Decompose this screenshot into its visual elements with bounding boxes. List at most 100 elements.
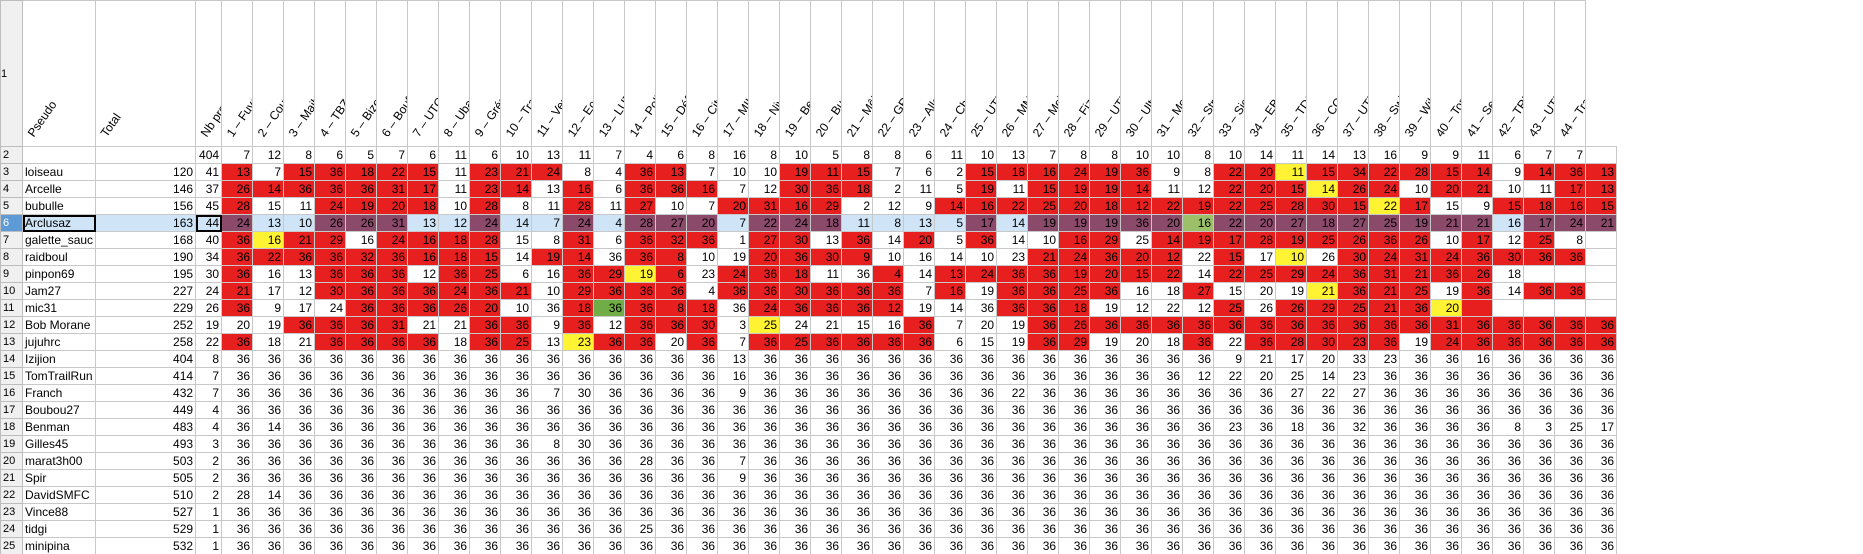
- score-cell[interactable]: 29: [1089, 231, 1122, 249]
- score-cell[interactable]: 26: [345, 214, 378, 232]
- score-cell[interactable]: 36: [872, 537, 905, 554]
- nb-pronos-cell[interactable]: 37: [195, 180, 223, 198]
- score-cell[interactable]: 36: [748, 537, 781, 554]
- score-cell[interactable]: 25: [1058, 282, 1091, 300]
- score-cell[interactable]: 36: [779, 503, 812, 521]
- score-cell[interactable]: 15: [1027, 180, 1060, 198]
- score-cell[interactable]: 36: [1151, 537, 1184, 554]
- score-cell[interactable]: 36: [1306, 316, 1339, 334]
- score-cell[interactable]: 19: [1089, 163, 1122, 181]
- score-cell[interactable]: 36: [1213, 537, 1246, 554]
- score-cell[interactable]: 36: [1585, 316, 1618, 334]
- table-row[interactable]: 5 bubulle 156 45 28 15 11 24 19 20 18 10 28 8 11 28 11 27…: [0, 197, 1618, 215]
- score-cell[interactable]: 17: [1244, 248, 1277, 266]
- score-cell[interactable]: 36: [314, 452, 347, 470]
- score-cell[interactable]: 9: [1492, 163, 1525, 181]
- score-cell[interactable]: 10: [748, 163, 781, 181]
- total-cell[interactable]: 483: [95, 418, 197, 436]
- score-cell[interactable]: [1585, 248, 1618, 266]
- header-race[interactable]: 43 – UTMJ Franc-Suisse: [1523, 0, 1556, 147]
- score-cell[interactable]: 36: [1275, 486, 1308, 504]
- score-cell[interactable]: 36: [1182, 401, 1215, 419]
- score-cell[interactable]: 36: [934, 418, 967, 436]
- score-cell[interactable]: 36: [1523, 486, 1556, 504]
- header-race[interactable]: 20 – Bugey: [810, 0, 843, 147]
- score-cell[interactable]: 8: [686, 146, 719, 164]
- score-cell[interactable]: 36: [1089, 469, 1122, 487]
- score-cell[interactable]: 36: [996, 418, 1029, 436]
- score-cell[interactable]: 36: [1554, 384, 1587, 402]
- score-cell[interactable]: 5: [934, 231, 967, 249]
- score-cell[interactable]: 28: [1399, 163, 1432, 181]
- table-row[interactable]: 16 Franch 432 7 36 36 36 36 36 36 36 36 36 36 7 30 36 36 3…: [0, 384, 1618, 402]
- score-cell[interactable]: 8: [1058, 146, 1091, 164]
- score-cell[interactable]: 17: [1275, 350, 1308, 368]
- score-cell[interactable]: 36: [810, 282, 843, 300]
- score-cell[interactable]: 20: [1430, 299, 1463, 317]
- score-cell[interactable]: 36: [810, 180, 843, 198]
- score-cell[interactable]: 25: [1554, 418, 1587, 436]
- row-header[interactable]: 21: [0, 469, 23, 487]
- score-cell[interactable]: 36: [221, 537, 254, 554]
- score-cell[interactable]: 13: [655, 163, 688, 181]
- score-cell[interactable]: 36: [1585, 367, 1618, 385]
- score-cell[interactable]: 19: [1089, 299, 1122, 317]
- score-cell[interactable]: 18: [841, 180, 874, 198]
- score-cell[interactable]: 14: [500, 248, 533, 266]
- score-cell[interactable]: 36: [810, 367, 843, 385]
- score-cell[interactable]: 36: [252, 452, 285, 470]
- score-cell[interactable]: 18: [438, 333, 471, 351]
- score-cell[interactable]: 36: [531, 520, 564, 538]
- score-cell[interactable]: 19: [1182, 197, 1215, 215]
- score-cell[interactable]: 24: [531, 163, 564, 181]
- score-cell[interactable]: 36: [717, 401, 750, 419]
- total-cell[interactable]: 503: [95, 452, 197, 470]
- table-row[interactable]: 9 pinpon69 195 30 36 16 13 36 36 36 12 36 25 6 16 36 29 1…: [0, 265, 1618, 283]
- row-header[interactable]: 5: [0, 197, 23, 215]
- score-cell[interactable]: 29: [810, 197, 843, 215]
- score-cell[interactable]: 36: [965, 503, 998, 521]
- row-header[interactable]: 11: [0, 299, 23, 317]
- row-header[interactable]: 24: [0, 520, 23, 538]
- score-cell[interactable]: 36: [748, 384, 781, 402]
- score-cell[interactable]: 8: [1492, 418, 1525, 436]
- score-cell[interactable]: 36: [283, 350, 316, 368]
- score-cell[interactable]: 36: [1244, 469, 1277, 487]
- score-cell[interactable]: 9: [841, 248, 874, 266]
- score-cell[interactable]: 36: [748, 333, 781, 351]
- pseudo-cell[interactable]: marat3h00: [21, 452, 97, 470]
- score-cell[interactable]: 36: [221, 520, 254, 538]
- score-cell[interactable]: 36: [1337, 537, 1370, 554]
- pseudo-cell[interactable]: Spir: [21, 469, 97, 487]
- score-cell[interactable]: 19: [965, 282, 998, 300]
- score-cell[interactable]: 20: [221, 316, 254, 334]
- header-race[interactable]: 4 – TBZ Survivor: [314, 0, 347, 147]
- score-cell[interactable]: 14: [1306, 180, 1339, 198]
- score-cell[interactable]: 36: [1585, 452, 1618, 470]
- score-cell[interactable]: 7: [903, 282, 936, 300]
- score-cell[interactable]: 5: [345, 146, 378, 164]
- score-cell[interactable]: 24: [779, 214, 812, 232]
- score-cell[interactable]: 36: [1523, 367, 1556, 385]
- score-cell[interactable]: 36: [221, 231, 254, 249]
- score-cell[interactable]: 6: [655, 146, 688, 164]
- score-cell[interactable]: 12: [407, 265, 440, 283]
- header-race[interactable]: 35 – TDS: [1275, 0, 1308, 147]
- score-cell[interactable]: 20: [686, 214, 719, 232]
- score-cell[interactable]: 24: [1368, 180, 1401, 198]
- score-cell[interactable]: 36: [252, 350, 285, 368]
- score-cell[interactable]: 10: [965, 248, 998, 266]
- score-cell[interactable]: 20: [1058, 197, 1091, 215]
- score-cell[interactable]: 36: [624, 537, 657, 554]
- score-cell[interactable]: 36: [934, 469, 967, 487]
- score-cell[interactable]: 36: [1089, 248, 1122, 266]
- score-cell[interactable]: 36: [1554, 163, 1587, 181]
- score-cell[interactable]: 21: [283, 231, 316, 249]
- score-cell[interactable]: [1554, 265, 1587, 283]
- score-cell[interactable]: 14: [1461, 163, 1494, 181]
- score-cell[interactable]: 7: [1554, 146, 1587, 164]
- score-cell[interactable]: 21: [1461, 180, 1494, 198]
- score-cell[interactable]: 36: [903, 537, 936, 554]
- score-cell[interactable]: 18: [779, 265, 812, 283]
- score-cell[interactable]: 15: [283, 163, 316, 181]
